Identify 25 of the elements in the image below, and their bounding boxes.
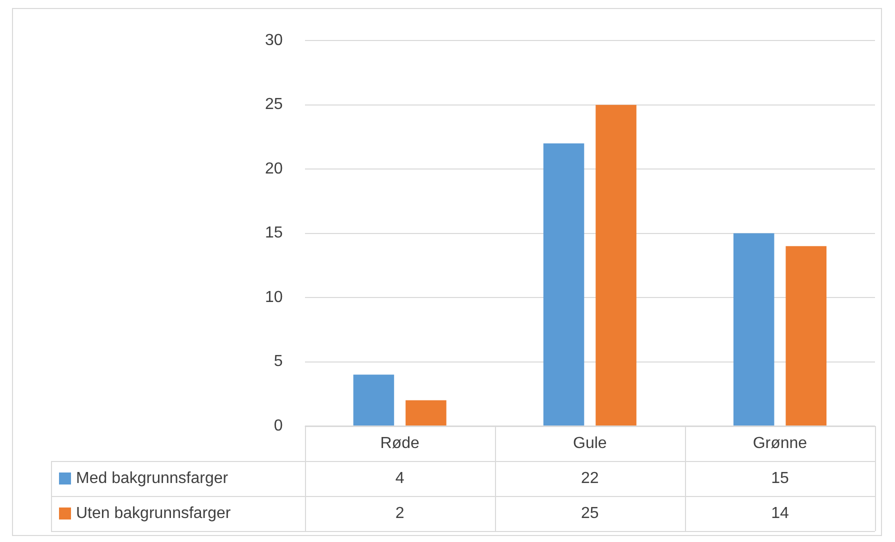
bar xyxy=(733,233,774,426)
legend-label: Uten bakgrunnsfarger xyxy=(76,504,232,522)
y-tick-label: 15 xyxy=(265,224,283,242)
data-label: 4 xyxy=(395,470,404,487)
y-tick-label: 5 xyxy=(274,353,283,370)
bar xyxy=(596,104,636,426)
bar xyxy=(543,143,584,426)
data-label: 22 xyxy=(581,470,599,487)
data-label: 15 xyxy=(771,470,789,487)
bar xyxy=(353,374,394,426)
y-tick-label: 10 xyxy=(265,288,283,306)
y-tick-label: 0 xyxy=(274,417,283,434)
y-tick-label: 30 xyxy=(265,32,283,50)
bar xyxy=(406,400,446,426)
x-tick-label: Grønne xyxy=(752,434,808,452)
legend-label: Med bakgrunnsfarger xyxy=(76,470,229,487)
data-label: 14 xyxy=(771,504,789,522)
bar xyxy=(786,246,826,426)
y-tick-label: 25 xyxy=(265,96,283,114)
chart-frame: 0 5 10 15 20 25 30 Røde Gule Grønne Med bakgrunnsfarger 4 22 15 Uten bakgrunnsfarger 2 25 14 xyxy=(12,8,882,536)
x-tick-label: Gule xyxy=(573,434,607,452)
x-tick-label: Røde xyxy=(380,434,420,452)
data-label: 2 xyxy=(395,504,404,522)
data-label: 25 xyxy=(581,504,599,522)
y-tick-label: 20 xyxy=(265,160,283,178)
